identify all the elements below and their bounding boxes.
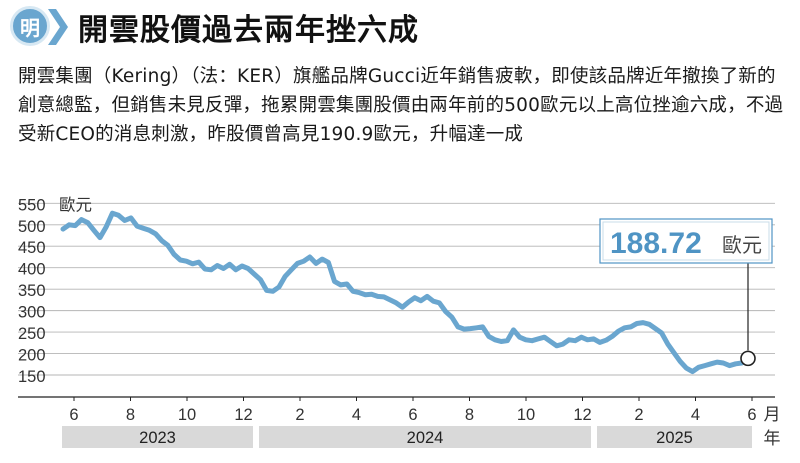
x-axis-unit-label: 月 xyxy=(764,405,781,424)
y-axis-unit-label: 歐元 xyxy=(59,195,92,214)
x-tick-label: 4 xyxy=(352,406,361,424)
x-tick-label: 8 xyxy=(126,406,135,424)
header: 明 開雲股價過去兩年挫六成 xyxy=(0,0,800,54)
y-tick-label: 400 xyxy=(18,261,46,279)
callout-box xyxy=(599,218,773,264)
year-band xyxy=(597,426,752,448)
publisher-badge: 明 xyxy=(10,6,50,46)
x-tick-label: 6 xyxy=(747,406,756,424)
x-tick-label: 8 xyxy=(465,406,474,424)
year-label: 2023 xyxy=(139,429,176,447)
x-tick-label: 12 xyxy=(234,406,252,424)
y-tick-label: 150 xyxy=(18,368,46,386)
y-tick-label: 300 xyxy=(18,304,46,322)
callout-value: 188.72 xyxy=(610,227,702,260)
year-band xyxy=(62,426,253,448)
x-tick-label: 6 xyxy=(408,406,417,424)
chevron-icon xyxy=(48,9,68,45)
y-tick-label: 200 xyxy=(18,347,46,365)
y-tick-label: 250 xyxy=(18,325,46,343)
year-label: 2025 xyxy=(656,429,693,447)
last-point-marker xyxy=(740,350,756,367)
headline: 開雲股價過去兩年挫六成 xyxy=(78,13,419,48)
x-tick-label: 6 xyxy=(69,406,78,424)
y-tick-label: 500 xyxy=(18,218,46,236)
y-tick-label: 450 xyxy=(18,239,46,257)
x-tick-label: 10 xyxy=(178,406,196,424)
x-tick-label: 2 xyxy=(634,406,643,424)
description-text: 開雲集團（Kering）（法：KER）旗艦品牌Gucci近年銷售疲軟，即使該品牌… xyxy=(18,66,784,145)
year-label: 2024 xyxy=(407,429,444,447)
callout-inner-border xyxy=(602,221,770,261)
year-band xyxy=(259,426,591,448)
price-line xyxy=(60,210,751,375)
price-chart: 550 500 450 400 350 300 250 200 150 歐元 6 8 10 12 2 4 6 8 1… xyxy=(18,195,781,448)
y-tick-label: 550 xyxy=(18,196,46,214)
x-tick-label: 10 xyxy=(517,406,535,424)
x-tick-label: 2 xyxy=(295,406,304,424)
x-tick-label: 4 xyxy=(691,406,700,424)
x-tick-label: 12 xyxy=(573,406,591,424)
year-unit-label: 年 xyxy=(764,429,781,448)
callout-unit: 歐元 xyxy=(722,234,762,257)
y-tick-label: 350 xyxy=(18,282,46,300)
